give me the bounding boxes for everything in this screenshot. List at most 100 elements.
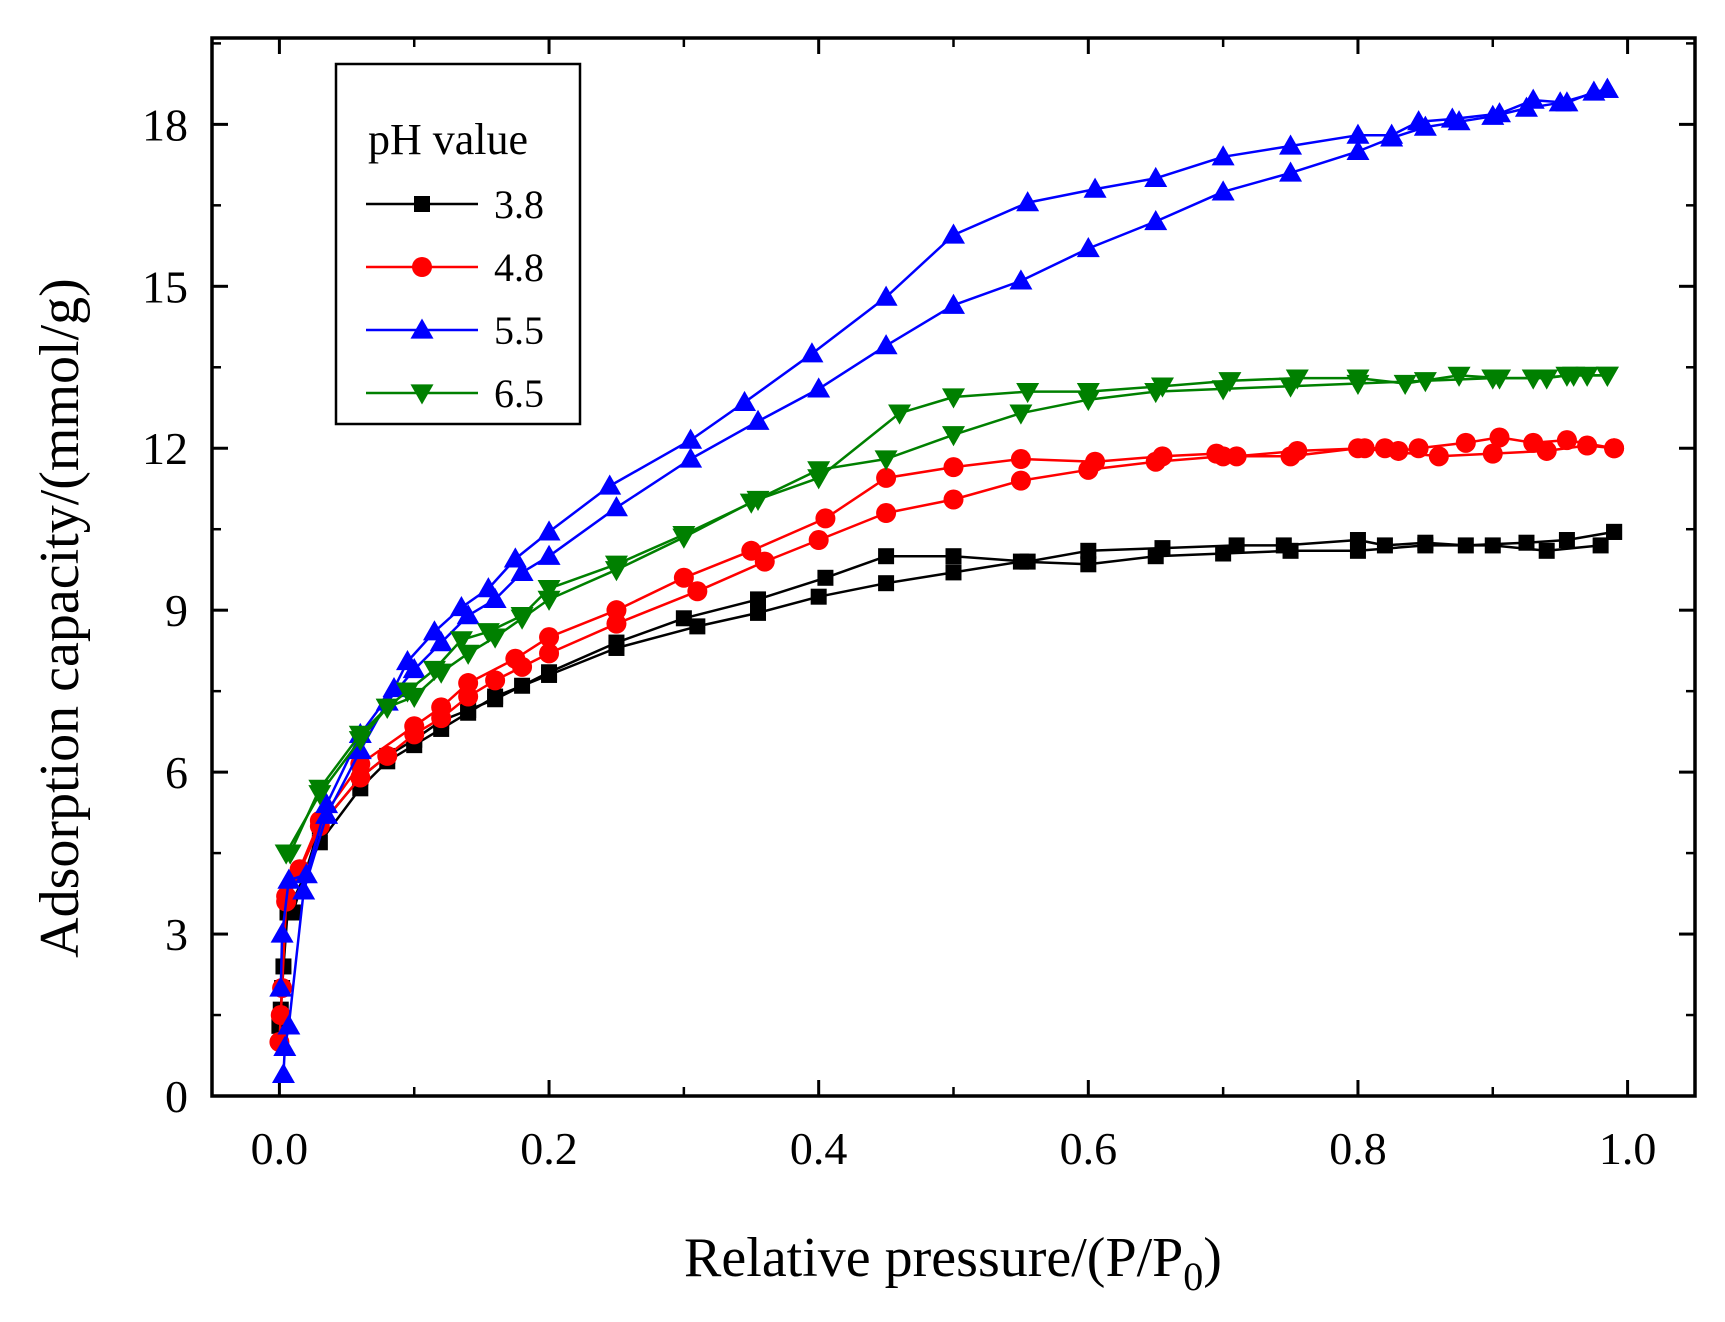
adsorption-point bbox=[679, 447, 703, 468]
adsorption-point bbox=[746, 409, 770, 430]
desorption-point bbox=[750, 591, 767, 608]
adsorption-point bbox=[689, 618, 706, 635]
desorption-point bbox=[1206, 443, 1227, 464]
desorption-point bbox=[431, 697, 452, 718]
adsorption-point bbox=[485, 670, 506, 691]
desorption-point bbox=[487, 691, 504, 708]
adsorption-point bbox=[537, 544, 561, 565]
adsorption-point bbox=[808, 530, 829, 551]
legend-label: 5.5 bbox=[494, 308, 544, 353]
desorption-point bbox=[1380, 123, 1404, 144]
desorption-point bbox=[375, 698, 399, 719]
legend-entry-6-5: 6.5 bbox=[366, 371, 544, 416]
desorption-point bbox=[1489, 427, 1510, 448]
y-tick-label: 18 bbox=[142, 99, 188, 150]
x-axis-title-subscript: 0 bbox=[1183, 1254, 1203, 1299]
plot-frame bbox=[210, 36, 1697, 1098]
desorption-point bbox=[608, 634, 625, 651]
desorption-point bbox=[422, 620, 446, 641]
desorption-point bbox=[278, 844, 302, 865]
desorption-point bbox=[294, 863, 318, 884]
y-tick-label: 6 bbox=[165, 747, 188, 798]
adsorption-point bbox=[1482, 443, 1503, 464]
desorption-point bbox=[1408, 438, 1429, 459]
desorption-point bbox=[315, 793, 339, 814]
desorption-point bbox=[733, 390, 757, 411]
legend-entries: 3.8 4.8 5.5 6.5 bbox=[366, 182, 544, 416]
desorption-point bbox=[422, 660, 446, 682]
desorption-point bbox=[1555, 366, 1579, 387]
series-layer bbox=[269, 77, 1625, 1084]
desorption-point bbox=[1535, 369, 1559, 390]
desorption-point bbox=[1010, 449, 1031, 470]
y-tick-label: 12 bbox=[142, 423, 188, 474]
y-tick-label: 15 bbox=[142, 261, 188, 312]
desorption-point bbox=[1455, 432, 1476, 453]
desorption-point bbox=[1080, 542, 1097, 559]
y-tick-labels: 0 3 6 9 12 15 18 bbox=[142, 99, 188, 1122]
desorption-point bbox=[672, 525, 696, 547]
adsorption-point bbox=[273, 1035, 297, 1057]
adsorption-point bbox=[429, 631, 453, 652]
desorption-point bbox=[382, 676, 406, 698]
desorption-point bbox=[876, 467, 897, 488]
x-tick-label: 0.2 bbox=[520, 1123, 578, 1174]
desorption-point bbox=[878, 548, 895, 565]
adsorption-point bbox=[604, 496, 628, 517]
desorption-point bbox=[1346, 369, 1370, 390]
adsorption-point bbox=[943, 489, 964, 510]
legend-entry-3-8: 3.8 bbox=[366, 182, 544, 227]
y-axis-title: Adsorption capacity/(mmol/g) bbox=[29, 278, 91, 958]
series-6-5 bbox=[274, 366, 1619, 865]
desorption-point bbox=[1287, 440, 1308, 461]
desorption-point bbox=[746, 490, 770, 512]
adsorption-point bbox=[1346, 139, 1370, 160]
adsorption-point bbox=[810, 588, 827, 605]
desorption-point bbox=[800, 342, 824, 363]
desorption-point bbox=[673, 567, 694, 588]
adsorption-point bbox=[1080, 556, 1097, 573]
desorption-point bbox=[1447, 366, 1471, 387]
desorption-point bbox=[1606, 523, 1623, 540]
x-tick-labels: 0.0 0.2 0.4 0.6 0.8 1.0 bbox=[251, 1123, 1657, 1174]
desorption-point bbox=[476, 577, 500, 598]
desorption-point bbox=[1218, 372, 1242, 393]
desorption-point bbox=[1346, 123, 1370, 144]
desorption-point bbox=[537, 520, 561, 541]
desorption-point bbox=[1407, 110, 1431, 131]
desorption-point bbox=[807, 469, 831, 490]
x-tick-label: 0.4 bbox=[790, 1123, 848, 1174]
desorption-point bbox=[270, 922, 294, 943]
desorption-point bbox=[1417, 534, 1434, 551]
y-tick-label: 3 bbox=[165, 909, 188, 960]
adsorption-point bbox=[1279, 161, 1303, 182]
adsorption-point bbox=[874, 334, 898, 355]
desorption-point bbox=[277, 868, 301, 889]
desorption-point bbox=[1556, 430, 1577, 451]
x-axis-title: Relative pressure/(P/P0) bbox=[684, 1227, 1222, 1299]
desorption-point bbox=[308, 779, 332, 800]
desorption-point bbox=[1376, 537, 1393, 554]
adsorption-point bbox=[456, 644, 480, 665]
desorption-point bbox=[598, 474, 622, 495]
legend-box bbox=[334, 62, 582, 426]
desorption-point bbox=[1152, 446, 1173, 467]
desorption-point bbox=[1521, 88, 1545, 109]
adsorption-point bbox=[483, 587, 507, 609]
desorption-point bbox=[1440, 107, 1464, 128]
desorption-point bbox=[1349, 532, 1366, 549]
desorption-point bbox=[815, 508, 836, 529]
desorption-point bbox=[942, 388, 965, 409]
adsorption-point bbox=[750, 604, 767, 621]
desorption-point bbox=[1604, 438, 1625, 459]
desorption-point bbox=[460, 702, 477, 719]
legend-entry-5-5: 5.5 bbox=[366, 308, 544, 353]
legend-entry-4-8: 4.8 bbox=[366, 245, 544, 290]
x-axis-ticks bbox=[277, 38, 1630, 1096]
x-tick-label: 0.8 bbox=[1329, 1123, 1387, 1174]
desorption-point bbox=[458, 673, 479, 694]
desorption-point bbox=[1226, 446, 1247, 467]
legend-marker bbox=[414, 196, 430, 212]
